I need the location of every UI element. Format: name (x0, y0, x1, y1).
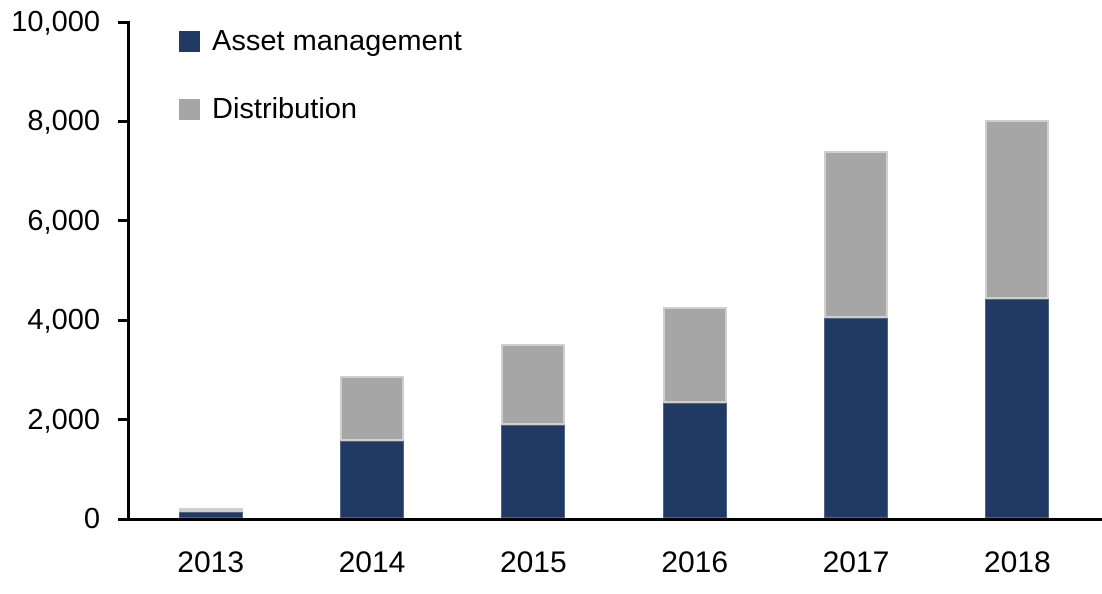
legend-swatch-asset-management-icon (179, 30, 200, 52)
bar-segment-distribution-2016 (662, 307, 727, 404)
bar-column-2013 (178, 508, 243, 518)
bar-column-2015 (501, 344, 566, 518)
y-tick-label: 10,000 (11, 6, 100, 38)
legend-item-asset-management: Asset management (179, 25, 462, 57)
y-tick (118, 517, 127, 521)
y-tick-label: 4,000 (27, 304, 100, 337)
bar-column-2016 (662, 307, 727, 518)
x-axis-line (118, 518, 1102, 521)
bar-column-2017 (823, 150, 888, 518)
bar-segment-distribution-2014 (339, 375, 404, 441)
y-tick (118, 318, 127, 322)
bar-segment-asset-management-2018 (985, 298, 1050, 518)
y-axis-line (127, 21, 130, 521)
plot-area (130, 21, 1098, 518)
bar-segment-distribution-2013 (178, 508, 243, 513)
bar-segment-asset-management-2013 (178, 512, 243, 518)
x-tick-label-2015: 2015 (499, 546, 567, 579)
bar-segment-distribution-2015 (501, 344, 566, 425)
x-tick-label-2018: 2018 (983, 546, 1051, 579)
x-tick-label-2014: 2014 (338, 546, 406, 579)
bar-segment-asset-management-2016 (662, 403, 727, 518)
bar-segment-distribution-2017 (823, 150, 888, 318)
y-tick-label: 6,000 (27, 204, 100, 237)
bar-column-2014 (339, 375, 404, 518)
legend: Asset management Distribution (179, 25, 462, 161)
y-tick (118, 219, 127, 223)
y-tick (118, 418, 127, 422)
y-tick (118, 20, 127, 24)
bar-segment-asset-management-2015 (501, 424, 566, 518)
x-axis-labels: 2013 2014 2015 2016 2017 2018 (130, 546, 1098, 580)
bar-segment-distribution-2018 (985, 119, 1050, 299)
bar-column-2018 (985, 119, 1050, 518)
legend-item-distribution: Distribution (179, 93, 462, 125)
y-tick-label: 0 (83, 503, 100, 535)
y-tick-label: 8,000 (27, 105, 100, 138)
legend-label-asset-management: Asset management (212, 25, 462, 57)
bar-segment-asset-management-2017 (823, 317, 888, 518)
x-tick-label-2017: 2017 (822, 546, 890, 579)
legend-swatch-distribution-icon (179, 98, 200, 120)
x-tick-label-2016: 2016 (661, 546, 729, 579)
legend-label-distribution: Distribution (212, 93, 358, 125)
bar-segment-asset-management-2014 (339, 440, 404, 518)
y-tick-label: 2,000 (27, 403, 100, 436)
x-tick-label-2013: 2013 (177, 546, 245, 579)
y-tick (118, 119, 127, 123)
